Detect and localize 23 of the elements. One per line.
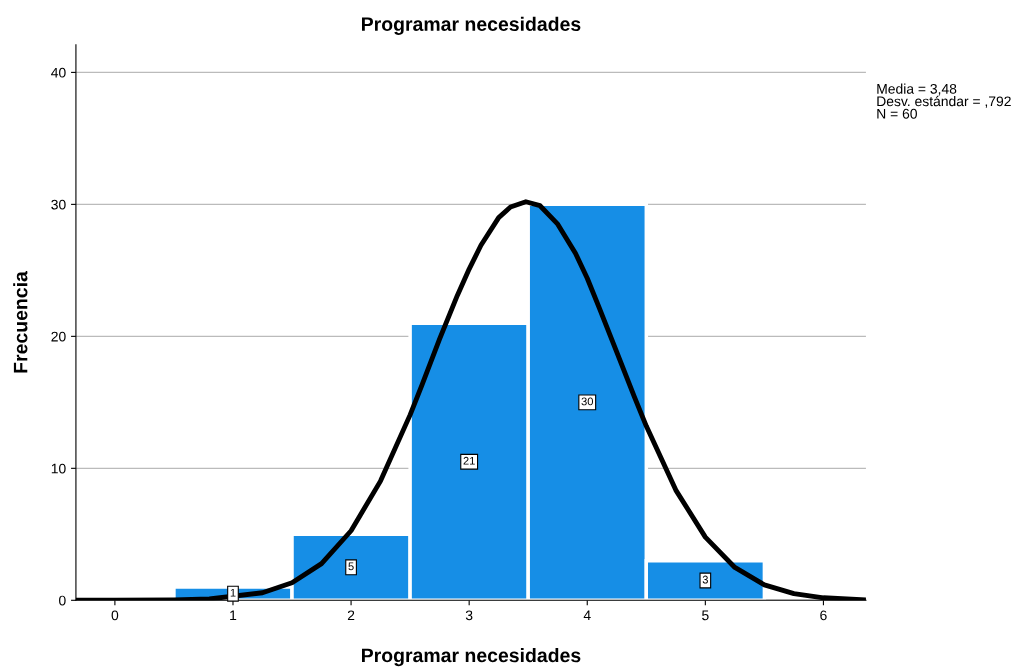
y-axis-title: Frecuencia [13,271,28,373]
text: N = 60 [877,108,917,119]
text: Desv. estándar = ,792 [877,95,1011,108]
x-tick-label: 0 [111,610,119,621]
x-tick-label: 2 [347,610,355,621]
x-tick-label: 6 [820,610,827,621]
text: Media = 3,48 [877,83,957,96]
data-label: 21 [463,456,475,465]
data-label: 1 [230,588,236,597]
x-tick-label: 5 [702,610,709,621]
x-axis-title: Programar necesidades [362,647,581,667]
y-tick-label: 30 [51,199,66,210]
chart-title: Programar necesidades [362,16,581,35]
y-tick-label: 20 [51,331,66,342]
data-label: 30 [581,397,593,406]
data-label: 3 [702,575,708,584]
x-tick-label: 3 [465,610,473,621]
y-tick-label: 10 [51,463,66,474]
y-tick-label: 0 [59,595,66,606]
y-tick-label: 40 [51,67,66,78]
x-tick-label: 4 [583,610,591,621]
x-tick-label: 1 [230,610,237,621]
data-label: 5 [348,562,354,571]
